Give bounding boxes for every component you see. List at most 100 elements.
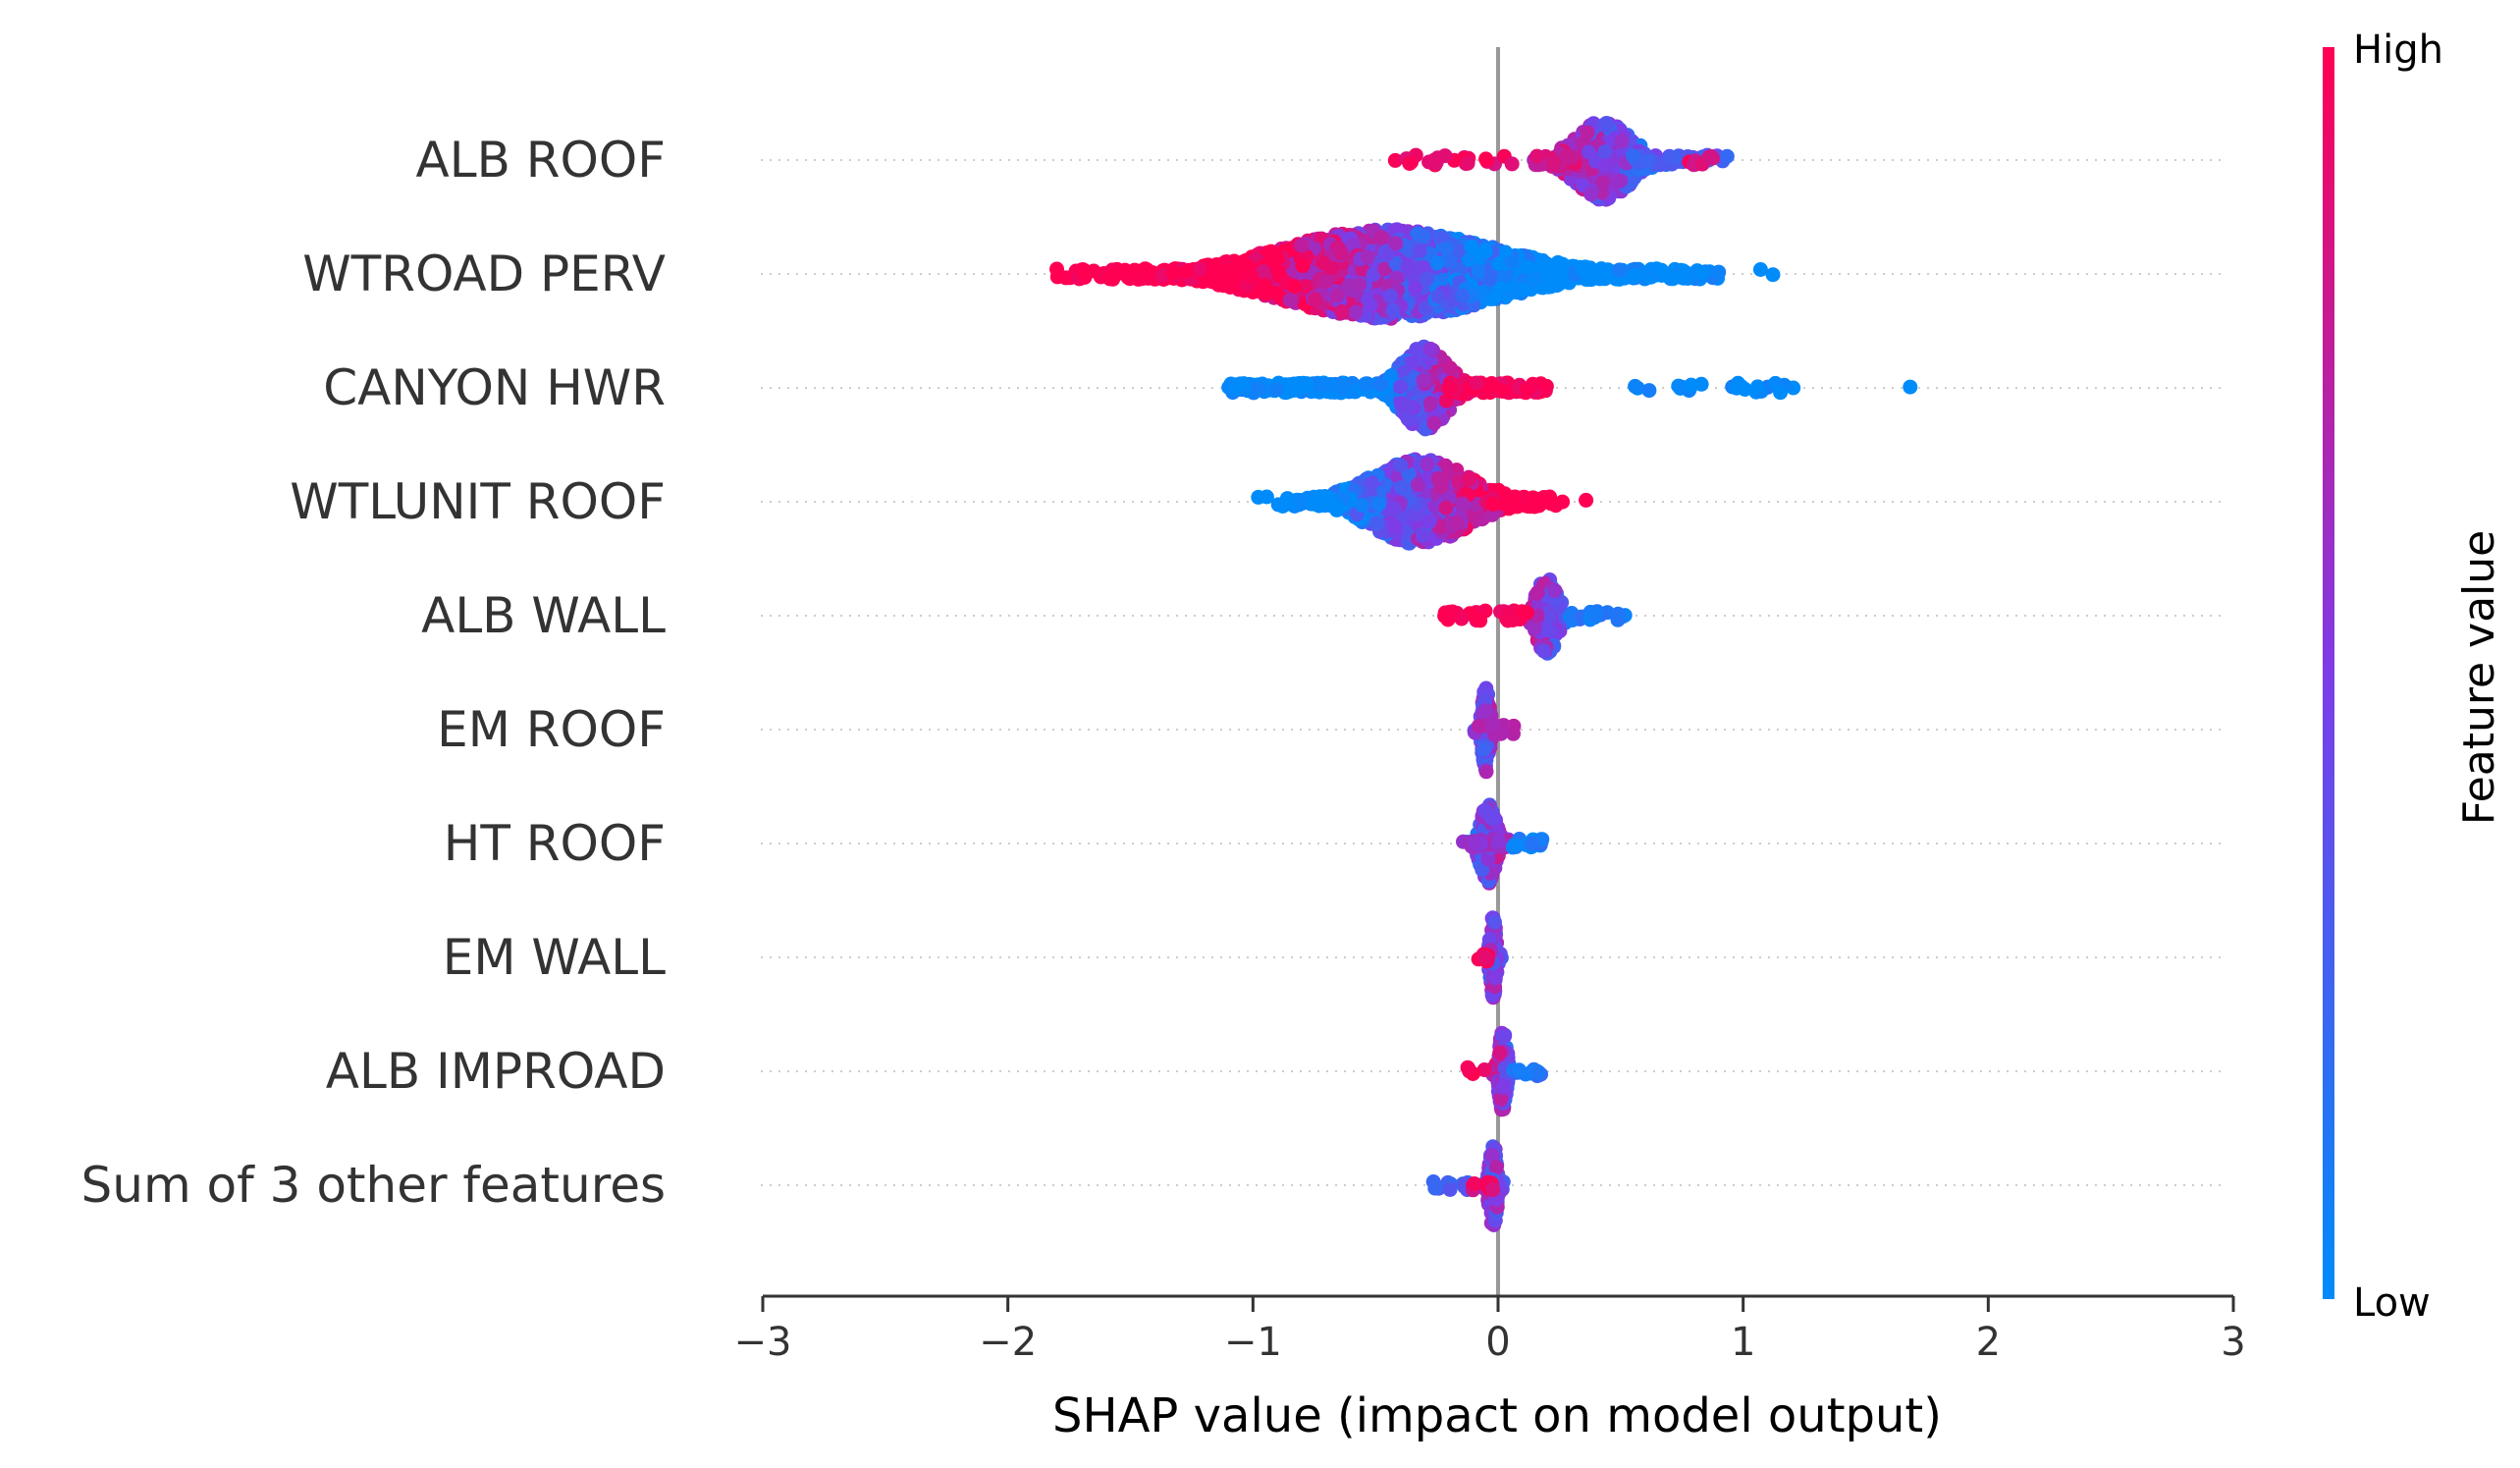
shap-point — [1684, 378, 1698, 393]
shap-point — [1308, 292, 1322, 306]
shap-point — [1283, 293, 1298, 307]
shap-point — [1766, 267, 1781, 282]
shap-point — [1423, 342, 1438, 356]
shap-point — [1439, 242, 1454, 256]
shap-point — [1293, 493, 1308, 508]
shap-point — [1581, 126, 1595, 140]
shap-point — [1374, 230, 1389, 245]
shap-point — [1527, 377, 1541, 392]
shap-point — [1530, 585, 1545, 600]
shap-point — [1409, 342, 1423, 356]
shap-point — [1472, 719, 1486, 734]
shap-point — [1592, 271, 1607, 286]
shap-point — [1420, 272, 1434, 287]
shap-point — [1464, 240, 1478, 254]
shap-point — [1229, 380, 1244, 395]
shap-point — [1478, 703, 1493, 718]
shap-point — [1361, 249, 1375, 264]
shap-point — [1720, 149, 1735, 164]
shap-point — [1431, 290, 1446, 304]
shap-point — [1546, 156, 1561, 171]
shap-point — [1365, 475, 1379, 490]
shap-point — [1139, 267, 1153, 282]
shap-point — [1582, 145, 1596, 160]
shap-point — [1478, 245, 1493, 259]
shap-point — [1334, 380, 1349, 395]
shap-point — [1426, 153, 1441, 168]
shap-point — [1334, 304, 1349, 319]
shap-point — [1654, 263, 1669, 278]
shap-point — [1371, 497, 1386, 512]
shap-point — [1225, 274, 1240, 289]
shap-point — [1491, 834, 1506, 848]
shap-point — [1641, 153, 1656, 168]
shap-point — [1559, 149, 1574, 164]
shap-point — [1597, 144, 1612, 159]
shap-point — [1505, 156, 1520, 171]
shap-point — [1462, 252, 1476, 267]
shap-point — [1478, 151, 1493, 166]
shap-point — [1583, 187, 1598, 201]
shap-point — [1269, 382, 1284, 397]
shap-point — [1473, 613, 1487, 627]
shap-point — [1507, 285, 1522, 299]
shap-point — [1613, 174, 1628, 189]
shap-point — [1476, 741, 1491, 756]
shap-point — [1773, 385, 1788, 400]
shap-point — [1251, 381, 1265, 396]
feature-points — [1049, 222, 1781, 325]
shap-point — [1401, 259, 1416, 274]
shap-point — [1403, 156, 1418, 171]
feature-points — [1437, 572, 1633, 661]
shap-point — [1491, 256, 1506, 271]
shap-point — [1587, 608, 1602, 623]
shap-point — [1612, 262, 1627, 277]
shap-point — [1430, 255, 1445, 270]
shap-point — [1494, 281, 1509, 296]
shap-point — [1270, 251, 1285, 266]
shap-point — [1416, 528, 1430, 543]
shap-point — [1504, 254, 1519, 269]
shap-point — [1461, 156, 1475, 171]
shap-point — [1315, 377, 1330, 392]
shap-point — [1388, 236, 1403, 250]
shap-point — [1485, 718, 1500, 733]
shap-point — [1369, 516, 1384, 530]
shap-point — [1244, 268, 1259, 283]
shap-point — [1541, 624, 1556, 638]
shap-point — [1373, 377, 1388, 392]
shap-point — [1179, 264, 1194, 279]
shap-point — [1296, 258, 1311, 273]
shap-point — [1526, 272, 1540, 287]
shap-point — [1628, 379, 1642, 394]
shap-point — [1393, 459, 1408, 473]
shap-point — [1349, 305, 1364, 320]
shap-point — [1555, 265, 1570, 280]
shap-point — [1319, 274, 1334, 289]
shap-point — [1439, 501, 1454, 516]
shap-point — [1509, 839, 1524, 853]
shap-point — [1575, 262, 1589, 277]
shap-point — [1259, 287, 1273, 301]
shap-point — [1443, 361, 1458, 376]
shap-point — [1536, 644, 1551, 659]
shap-point — [1548, 583, 1563, 598]
shap-point — [1544, 496, 1559, 511]
shap-point — [1507, 500, 1522, 515]
shap-point — [1406, 356, 1421, 371]
shap-point — [1417, 373, 1431, 388]
feature-points — [1456, 797, 1549, 890]
shap-point — [1352, 278, 1367, 293]
shap-point — [1431, 471, 1446, 486]
shap-point — [1294, 239, 1309, 253]
shap-point — [1470, 376, 1484, 391]
shap-point — [1451, 516, 1466, 530]
shap-point — [1387, 519, 1402, 534]
shap-point — [1333, 245, 1348, 260]
shap-point — [1494, 383, 1509, 398]
shap-point — [1663, 150, 1678, 165]
shap-point — [1329, 499, 1344, 514]
shap-point — [1363, 299, 1377, 313]
